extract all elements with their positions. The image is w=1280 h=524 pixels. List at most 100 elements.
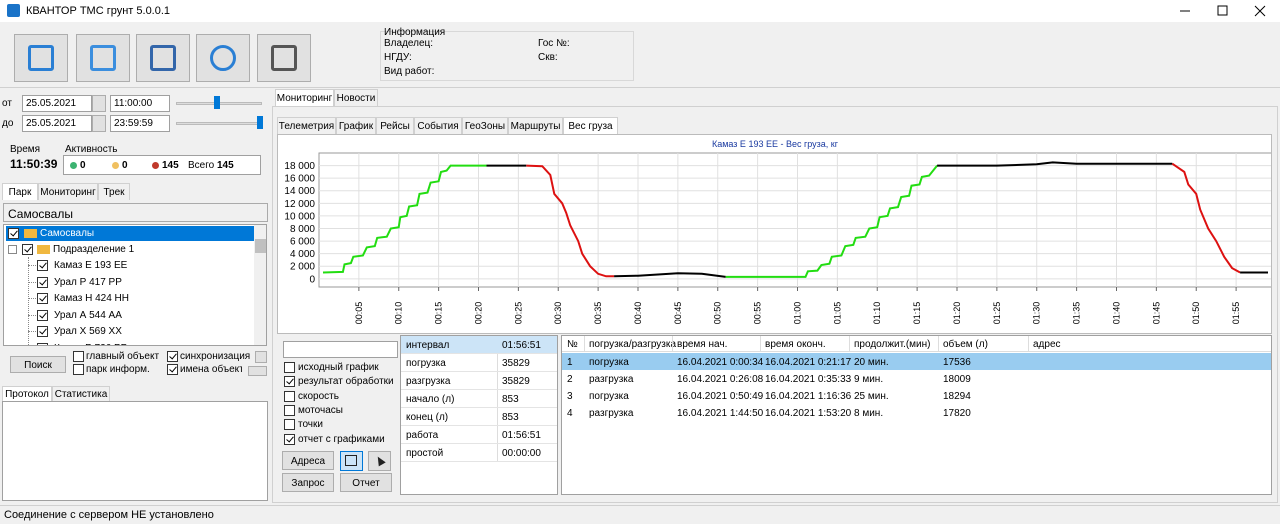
toolbar-icon: [28, 45, 54, 71]
x-tick-label: 01:05: [832, 302, 842, 325]
column-header[interactable]: время нач.: [677, 339, 728, 350]
toolbar-button[interactable]: [257, 34, 311, 82]
y-tick-label: 10 000: [284, 211, 315, 222]
column-divider: [1028, 336, 1029, 352]
option-label: скорость: [298, 390, 339, 402]
table-row[interactable]: [562, 404, 1271, 421]
column-divider: [849, 336, 850, 352]
toolbar-button[interactable]: [196, 34, 250, 82]
group-select[interactable]: Самосвалы: [3, 203, 268, 222]
table-row[interactable]: [562, 353, 1271, 370]
small-button[interactable]: [255, 351, 267, 363]
content-panel: [272, 106, 1278, 503]
tree-root[interactable]: [6, 226, 255, 241]
tool-button[interactable]: [368, 451, 391, 471]
checkbox[interactable]: [8, 228, 19, 239]
checkbox[interactable]: [167, 351, 178, 362]
date-input[interactable]: 25.05.2021: [22, 115, 92, 132]
park-tab[interactable]: Мониторинг: [38, 183, 98, 200]
sub-tab[interactable]: ГеоЗоны: [462, 117, 508, 134]
report-input[interactable]: [283, 341, 398, 358]
vehicle-label[interactable]: Урал А 544 АА: [54, 309, 122, 321]
table-cell: 4: [567, 408, 573, 419]
sub-tab[interactable]: Вес груза: [563, 117, 618, 134]
data-line: [1171, 162, 1241, 274]
x-tick-label: 00:10: [394, 302, 404, 325]
window-controls[interactable]: [1170, 0, 1280, 22]
sub-tab[interactable]: Телеметрия: [277, 117, 336, 134]
slider-thumb[interactable]: [257, 116, 263, 129]
vehicle-label[interactable]: Урал Х 569 ХХ: [54, 326, 122, 337]
small-button[interactable]: [248, 366, 267, 376]
date-input[interactable]: 25.05.2021: [22, 95, 92, 112]
window-title: КВАНТОР ТМС грунт 5.0.0.1: [26, 5, 171, 17]
date-dropdown[interactable]: [92, 95, 106, 112]
table-cell: 16.04.2021 0:35:33: [765, 374, 852, 385]
y-tick-label: 18 000: [284, 161, 315, 172]
checkbox[interactable]: [284, 376, 295, 388]
checkbox[interactable]: [167, 364, 178, 375]
report-button[interactable]: Отчет: [340, 473, 392, 492]
search-button[interactable]: Поиск: [10, 356, 66, 373]
tree-line: [28, 281, 36, 283]
checkbox[interactable]: [284, 419, 295, 431]
log-tab[interactable]: Протокол: [2, 386, 52, 401]
column-header[interactable]: №: [567, 339, 578, 350]
data-line: [322, 164, 487, 274]
sub-tab[interactable]: Маршруты: [508, 117, 563, 134]
table-row[interactable]: [562, 370, 1271, 387]
summary-value: 853: [502, 412, 519, 423]
checkbox[interactable]: [37, 260, 48, 271]
tree-line: [28, 298, 36, 299]
park-tab[interactable]: Парк: [2, 183, 38, 200]
time-input[interactable]: 23:59:59: [110, 115, 170, 132]
folder-icon: [24, 229, 37, 238]
vehicle-label[interactable]: Камаз Р 726 РР: [54, 343, 127, 346]
date-dropdown[interactable]: [92, 115, 106, 132]
table-row[interactable]: [562, 387, 1271, 404]
main-tab[interactable]: Новости: [334, 89, 378, 106]
close[interactable]: [1254, 5, 1266, 17]
checkbox[interactable]: [37, 342, 48, 345]
checkbox[interactable]: [37, 276, 48, 288]
sub-tab[interactable]: События: [414, 117, 462, 134]
checkbox[interactable]: [284, 362, 295, 373]
checkbox[interactable]: [22, 244, 33, 255]
main-tab[interactable]: Мониторинг: [275, 89, 334, 106]
checkbox[interactable]: [73, 364, 84, 375]
maximize[interactable]: [1217, 5, 1228, 16]
column-header[interactable]: погрузка/разгрузка: [589, 339, 677, 350]
vehicle-label[interactable]: Камаз Е 193 ЕЕ: [54, 260, 128, 271]
toolbar-button[interactable]: [14, 34, 68, 82]
tree-line: [28, 331, 36, 332]
time-input[interactable]: 11:00:00: [110, 95, 170, 112]
toolbar-button[interactable]: [76, 34, 130, 82]
time-label: Время: [10, 144, 41, 155]
report-button[interactable]: Запрос: [282, 473, 334, 492]
column-header[interactable]: время оконч.: [765, 339, 826, 350]
scroll-thumb[interactable]: [255, 239, 266, 253]
column-header[interactable]: объем (л): [943, 339, 988, 350]
toolbar-button[interactable]: [136, 34, 190, 82]
checkbox[interactable]: [37, 293, 48, 304]
x-tick-label: 00:20: [473, 302, 483, 325]
checkbox[interactable]: [284, 404, 295, 416]
slider-thumb[interactable]: [214, 96, 220, 109]
column-header[interactable]: продолжит.(мин): [854, 339, 931, 350]
vehicle-label[interactable]: Урал Р 417 РР: [54, 276, 122, 288]
sub-tab[interactable]: График: [336, 117, 376, 134]
park-tab[interactable]: Трек: [98, 183, 130, 200]
checkbox[interactable]: [37, 326, 48, 337]
vehicle-label[interactable]: Камаз Н 424 НН: [54, 293, 129, 304]
checkbox[interactable]: [73, 351, 84, 362]
report-button[interactable]: Адреса: [282, 451, 334, 470]
sub-tab[interactable]: Рейсы: [376, 117, 414, 134]
activity-dot: [152, 162, 159, 169]
tree-expander[interactable]: [8, 245, 17, 254]
info-label: НГДУ:: [384, 52, 412, 63]
column-header[interactable]: адрес: [1033, 339, 1061, 350]
checkbox[interactable]: [284, 390, 295, 402]
log-tab[interactable]: Статистика: [52, 386, 110, 401]
checkbox[interactable]: [37, 309, 48, 321]
checkbox[interactable]: [284, 433, 295, 445]
